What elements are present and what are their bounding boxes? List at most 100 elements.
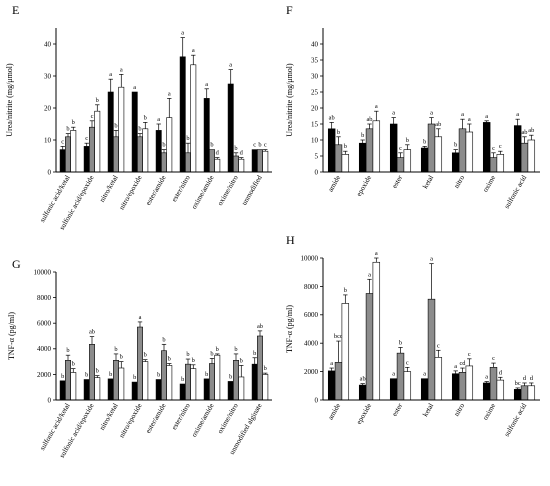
y-tick-label: 0 <box>315 168 319 176</box>
significance-label: b <box>344 143 347 150</box>
y-tick-label: 20 <box>311 104 319 112</box>
bar-series2 <box>458 128 467 173</box>
significance-label: b <box>120 354 123 361</box>
significance-label: b <box>216 346 219 353</box>
significance-label: b <box>337 129 340 136</box>
bar-series1 <box>107 378 114 401</box>
significance-label: b <box>186 351 189 358</box>
panel-letter: E <box>12 3 19 17</box>
bar-series3 <box>403 371 412 401</box>
x-category-label: oxime/nitro <box>216 174 240 207</box>
bar-series2 <box>520 142 529 173</box>
significance-label: a <box>133 84 136 91</box>
significance-label: a <box>430 110 433 117</box>
bar-series2 <box>113 360 119 401</box>
bar-series1 <box>155 130 162 173</box>
bar-series1 <box>327 128 336 173</box>
significance-label: c <box>437 342 440 349</box>
significance-label: b <box>234 346 237 353</box>
bar-series1 <box>203 378 210 401</box>
significance-label: a <box>205 81 208 88</box>
significance-label: b <box>210 142 213 149</box>
significance-label: b <box>454 142 457 149</box>
significance-label: cd <box>459 360 466 367</box>
significance-label: a <box>168 90 171 97</box>
y-axis-title: TNF-α (pg/ml) <box>285 305 294 353</box>
bar-series1 <box>155 379 162 401</box>
significance-label: a <box>392 110 395 117</box>
significance-label: b <box>258 142 261 149</box>
significance-label: b <box>72 361 75 368</box>
bar-series3 <box>465 365 474 401</box>
significance-label: ab <box>435 121 441 128</box>
bar-series3 <box>341 154 350 173</box>
x-category-label: ester/nitro <box>170 402 192 432</box>
significance-label: bc <box>515 380 521 387</box>
x-category-label: oxime <box>481 402 497 422</box>
bar-series2 <box>489 157 498 173</box>
significance-label: b <box>210 350 213 357</box>
panel-letter: G <box>12 257 21 271</box>
significance-label: a <box>139 314 142 321</box>
x-category-label: oxime <box>481 174 497 194</box>
bar-series2 <box>257 335 263 401</box>
y-tick-label: 40 <box>44 40 52 48</box>
bar-series3 <box>214 158 221 173</box>
bar-series1 <box>451 152 460 173</box>
x-category-label: ketal <box>421 402 435 418</box>
bar-series2 <box>520 385 529 401</box>
significance-label: d <box>523 375 527 382</box>
significance-label: b <box>72 119 75 126</box>
significance-label: b <box>144 352 147 359</box>
bar-series3 <box>434 357 443 401</box>
x-category-label: ester/nitro <box>170 174 192 204</box>
significance-label: a <box>157 116 160 123</box>
significance-label: b <box>205 371 208 378</box>
significance-label: ab <box>257 323 263 330</box>
significance-label: a <box>485 374 488 381</box>
bar-series2 <box>161 350 167 401</box>
bar-series3 <box>465 131 474 173</box>
significance-label: a <box>461 111 464 118</box>
bar-series1 <box>420 378 429 401</box>
bar-series1 <box>251 363 258 401</box>
y-tick-label: 10000 <box>301 254 319 262</box>
significance-label: a <box>192 47 195 54</box>
bar-series3 <box>238 376 245 401</box>
x-category-label: amide <box>327 402 343 421</box>
bar-series3 <box>372 120 381 173</box>
y-tick-label: 0 <box>48 168 52 176</box>
significance-label: ab <box>89 329 95 336</box>
bar-series2 <box>209 149 215 173</box>
y-tick-label: 8000 <box>304 283 319 291</box>
y-tick-label: 0 <box>48 396 52 404</box>
x-category-label: ester <box>391 173 405 189</box>
bar-series2 <box>65 136 71 173</box>
significance-label: b <box>114 346 117 353</box>
significance-label: b <box>96 368 99 375</box>
bar-series1 <box>83 379 90 401</box>
y-tick-label: 40 <box>311 40 319 48</box>
significance-label: a <box>181 30 184 37</box>
significance-label: b <box>181 376 184 383</box>
bar-series1 <box>83 146 90 173</box>
x-category-label: ester/amide <box>144 402 167 435</box>
bar-series3 <box>94 377 101 401</box>
bar-series3 <box>214 354 221 401</box>
bar-series3 <box>190 368 197 401</box>
bar-series1 <box>451 373 460 401</box>
significance-label: c <box>253 142 256 149</box>
significance-label: ab <box>366 116 372 123</box>
significance-label: b <box>66 126 69 133</box>
significance-label: b <box>423 138 426 145</box>
y-tick-label: 30 <box>311 72 319 80</box>
y-tick-label: 35 <box>311 56 319 64</box>
significance-label: c <box>85 135 88 142</box>
bar-series3 <box>434 136 443 173</box>
significance-label: a <box>330 360 333 367</box>
bar-series1 <box>389 378 398 401</box>
x-category-label: oxime/nitro <box>216 402 240 435</box>
y-axis-title: Urea/nitrite (mg/μmol) <box>5 63 14 137</box>
bar-series2 <box>89 126 95 173</box>
y-tick-label: 8000 <box>37 294 52 302</box>
